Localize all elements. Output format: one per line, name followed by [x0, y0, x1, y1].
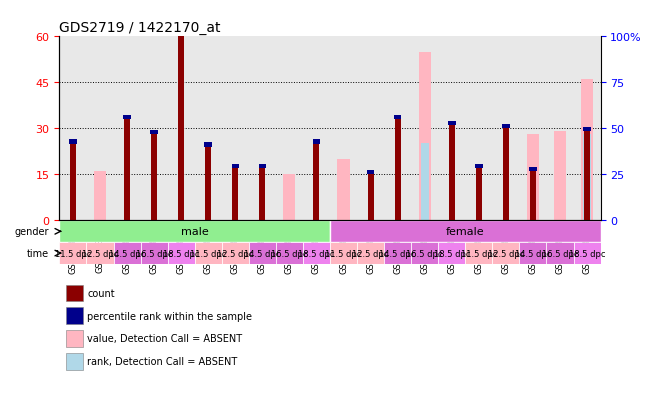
Text: 16.5 dpc: 16.5 dpc: [271, 249, 308, 258]
Bar: [584, 132, 590, 221]
Bar: [574, 242, 601, 264]
Bar: [583, 128, 591, 132]
Bar: [581, 80, 593, 221]
Text: 12.5 dpc: 12.5 dpc: [488, 249, 524, 258]
Bar: [465, 242, 492, 264]
Bar: [303, 242, 330, 264]
Text: 18.5 dpc: 18.5 dpc: [298, 249, 335, 258]
Bar: [476, 169, 482, 221]
Bar: [546, 242, 574, 264]
Text: 12.5 dpc: 12.5 dpc: [352, 249, 389, 258]
Text: gender: gender: [14, 227, 49, 237]
Text: 18.5 dpc: 18.5 dpc: [569, 249, 605, 258]
Bar: [554, 132, 566, 221]
Bar: [395, 120, 401, 221]
Text: 14.5 dpc: 14.5 dpc: [244, 249, 280, 258]
Bar: [205, 147, 211, 221]
Text: 16.5 dpc: 16.5 dpc: [407, 249, 443, 258]
Text: 11.5 dpc: 11.5 dpc: [190, 249, 226, 258]
Bar: [420, 144, 429, 221]
Bar: [418, 52, 431, 221]
Text: count: count: [87, 288, 115, 298]
Bar: [59, 242, 86, 264]
Text: GDS2719 / 1422170_at: GDS2719 / 1422170_at: [59, 21, 221, 35]
Text: 12.5 dpc: 12.5 dpc: [217, 249, 253, 258]
Bar: [259, 169, 265, 221]
Text: value, Detection Call = ABSENT: value, Detection Call = ABSENT: [87, 334, 242, 344]
Bar: [123, 115, 131, 120]
Text: 14.5 dpc: 14.5 dpc: [109, 249, 145, 258]
Bar: [222, 242, 249, 264]
Bar: [195, 242, 222, 264]
Bar: [337, 160, 350, 221]
Bar: [519, 242, 546, 264]
Bar: [448, 121, 455, 126]
Bar: [259, 164, 266, 169]
Bar: [394, 115, 401, 120]
Text: 18.5 dpc: 18.5 dpc: [163, 249, 199, 258]
Bar: [232, 169, 238, 221]
Bar: [178, 33, 185, 37]
Text: time: time: [26, 249, 49, 259]
Bar: [583, 135, 591, 221]
Bar: [114, 242, 141, 264]
Bar: [151, 135, 157, 221]
Bar: [313, 140, 320, 144]
Bar: [205, 143, 212, 147]
Bar: [178, 37, 184, 221]
Bar: [59, 221, 330, 242]
Bar: [249, 242, 276, 264]
Text: 16.5 dpc: 16.5 dpc: [542, 249, 578, 258]
Text: 14.5 dpc: 14.5 dpc: [379, 249, 416, 258]
Bar: [357, 242, 384, 264]
Text: 11.5 dpc: 11.5 dpc: [325, 249, 362, 258]
Bar: [475, 164, 482, 169]
Bar: [86, 242, 114, 264]
Bar: [141, 242, 168, 264]
Text: 12.5 dpc: 12.5 dpc: [82, 249, 118, 258]
Bar: [411, 242, 438, 264]
Text: 11.5 dpc: 11.5 dpc: [461, 249, 497, 258]
Bar: [502, 124, 510, 129]
Bar: [150, 131, 158, 135]
Bar: [438, 242, 465, 264]
Bar: [368, 175, 374, 221]
Bar: [232, 164, 239, 169]
Text: male: male: [181, 227, 209, 237]
Text: 11.5 dpc: 11.5 dpc: [55, 249, 91, 258]
Bar: [94, 172, 106, 221]
Text: 14.5 dpc: 14.5 dpc: [515, 249, 551, 258]
Bar: [124, 120, 130, 221]
Bar: [503, 129, 509, 221]
Bar: [529, 167, 537, 172]
Bar: [492, 242, 519, 264]
Bar: [530, 172, 536, 221]
Bar: [330, 242, 357, 264]
Text: 18.5 dpc: 18.5 dpc: [434, 249, 470, 258]
Bar: [384, 242, 411, 264]
Bar: [527, 135, 539, 221]
Bar: [70, 144, 76, 221]
Text: female: female: [446, 227, 484, 237]
Bar: [314, 144, 319, 221]
Bar: [449, 126, 455, 221]
Bar: [283, 175, 296, 221]
Bar: [276, 242, 303, 264]
Text: percentile rank within the sample: percentile rank within the sample: [87, 311, 252, 321]
Text: 16.5 dpc: 16.5 dpc: [136, 249, 172, 258]
Text: rank, Detection Call = ABSENT: rank, Detection Call = ABSENT: [87, 356, 238, 366]
Bar: [168, 242, 195, 264]
Bar: [330, 221, 601, 242]
Bar: [367, 171, 374, 175]
Bar: [69, 140, 77, 144]
